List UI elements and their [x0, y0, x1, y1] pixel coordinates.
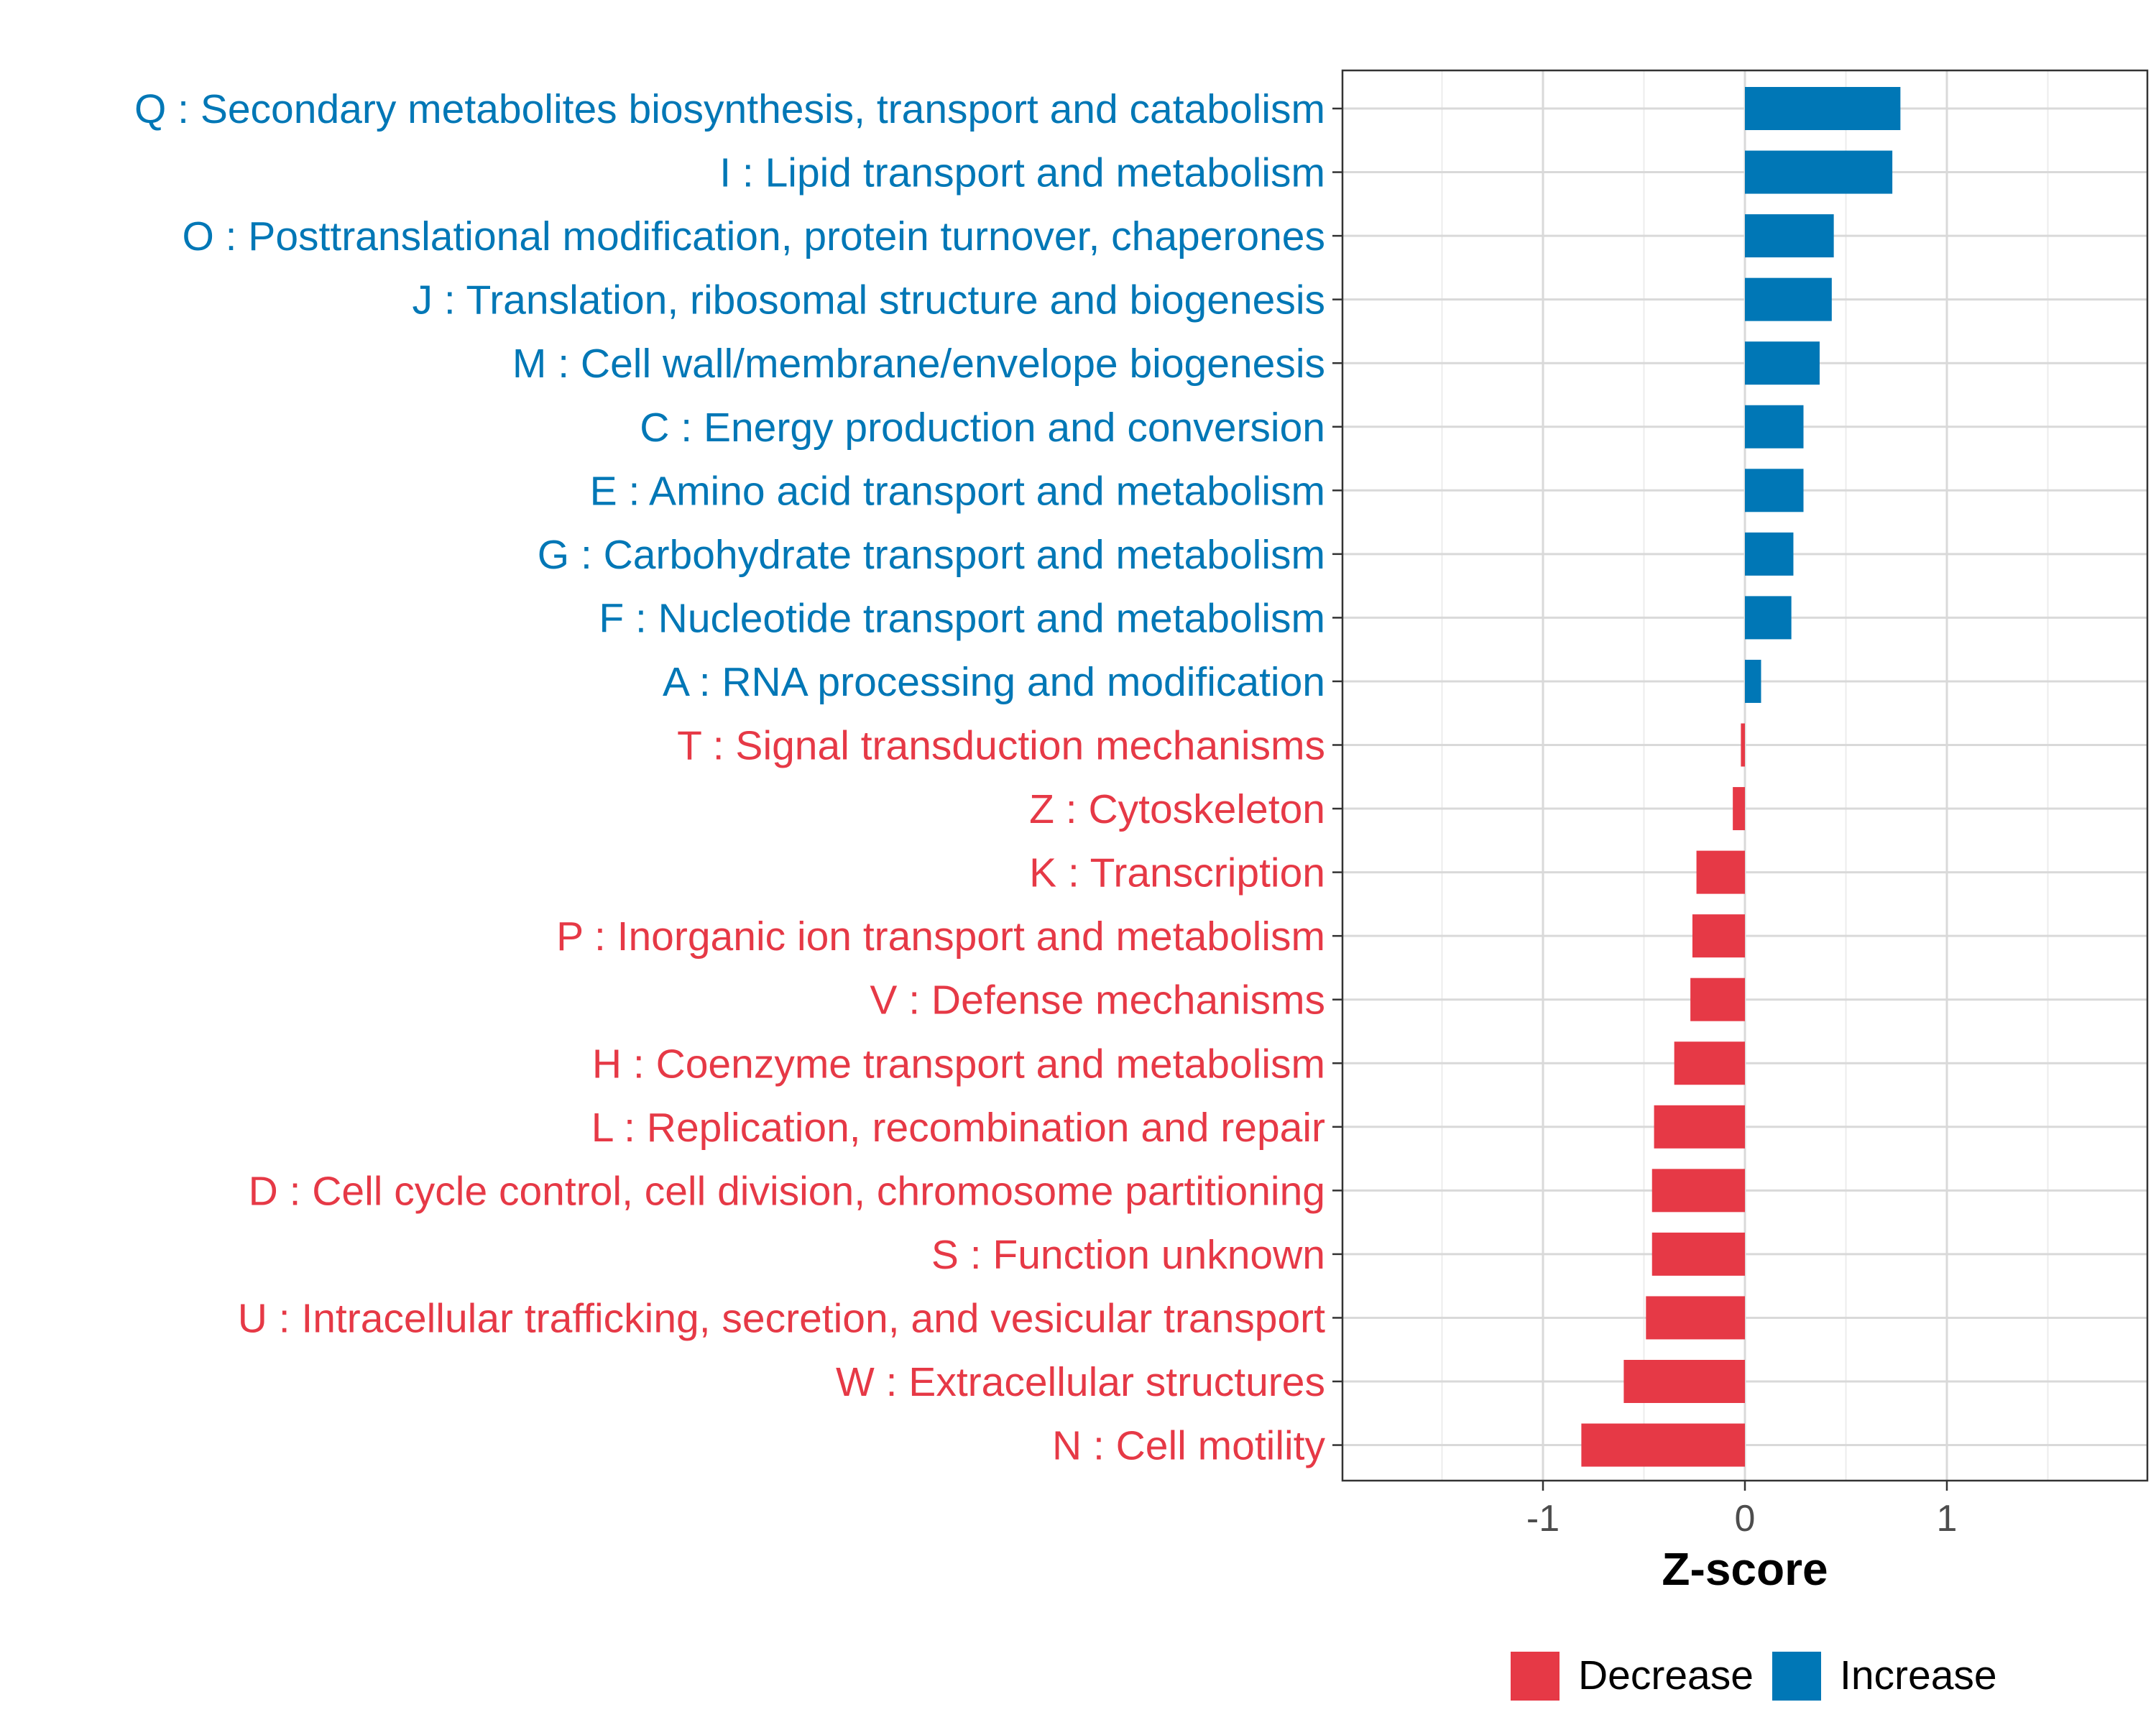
y-tick-label: N : Cell motility [1052, 1423, 1326, 1469]
bar [1646, 1296, 1745, 1340]
y-tick-label: V : Defense mechanisms [870, 978, 1325, 1024]
y-tick-label: I : Lipid transport and metabolism [719, 150, 1325, 196]
y-tick-label: T : Signal transduction mechanisms [677, 723, 1325, 769]
bar [1745, 659, 1761, 703]
y-tick-label: U : Intracellular trafficking, secretion… [238, 1295, 1325, 1341]
x-tick-label: 1 [1937, 1498, 1958, 1540]
bar [1651, 1232, 1745, 1276]
bar [1745, 405, 1804, 448]
y-tick-label: L : Replication, recombination and repai… [591, 1105, 1325, 1151]
bar [1651, 1169, 1745, 1213]
legend-key-increase [1772, 1652, 1821, 1701]
bar [1692, 914, 1745, 958]
legend-label-decrease: Decrease [1578, 1652, 1754, 1698]
bar [1623, 1360, 1745, 1403]
bar [1696, 850, 1745, 894]
y-axis-ticks [1332, 107, 1342, 1446]
bar [1581, 1423, 1745, 1467]
y-tick-label: M : Cell wall/membrane/envelope biogenes… [512, 341, 1325, 387]
y-tick-label: E : Amino acid transport and metabolism [590, 468, 1325, 514]
bar [1745, 532, 1794, 576]
bar [1745, 596, 1792, 640]
y-tick-label: P : Inorganic ion transport and metaboli… [556, 914, 1325, 960]
x-axis-ticks: -1 0 1 [1526, 1481, 1958, 1540]
y-tick-label: F : Nucleotide transport and metabolism [599, 595, 1325, 641]
y-tick-label: S : Function unknown [931, 1232, 1325, 1278]
bars [1581, 87, 1901, 1467]
y-tick-label: D : Cell cycle control, cell division, c… [249, 1168, 1325, 1214]
bar [1745, 214, 1834, 258]
bar [1741, 723, 1745, 767]
bar [1733, 787, 1745, 831]
legend: Decrease Increase [1511, 1652, 1997, 1701]
bar [1674, 1041, 1745, 1085]
bar [1745, 341, 1820, 385]
bar [1745, 469, 1804, 512]
y-tick-label: O : Posttranslational modification, prot… [182, 213, 1325, 259]
legend-key-decrease [1511, 1652, 1560, 1701]
y-tick-label: W : Extracellular structures [836, 1359, 1325, 1405]
bar [1745, 277, 1832, 321]
y-tick-label: K : Transcription [1029, 850, 1325, 896]
y-tick-label: H : Coenzyme transport and metabolism [592, 1041, 1325, 1087]
legend-label-increase: Increase [1840, 1652, 1997, 1698]
x-axis-title: Z-score [1662, 1543, 1828, 1595]
x-tick-label: 0 [1735, 1498, 1756, 1540]
bar [1745, 87, 1901, 130]
y-tick-label: J : Translation, ribosomal structure and… [413, 277, 1325, 323]
bar [1690, 978, 1745, 1021]
y-tick-label: Z : Cytoskeleton [1029, 786, 1325, 832]
y-tick-label: C : Energy production and conversion [640, 405, 1325, 451]
y-tick-label: A : RNA processing and modification [663, 659, 1325, 705]
y-tick-label: G : Carbohydrate transport and metabolis… [538, 532, 1325, 578]
y-axis-labels: Q : Secondary metabolites biosynthesis, … [134, 86, 1326, 1469]
bar [1654, 1105, 1745, 1149]
y-tick-label: Q : Secondary metabolites biosynthesis, … [134, 86, 1325, 132]
bar [1745, 150, 1893, 194]
x-tick-label: -1 [1526, 1498, 1560, 1540]
